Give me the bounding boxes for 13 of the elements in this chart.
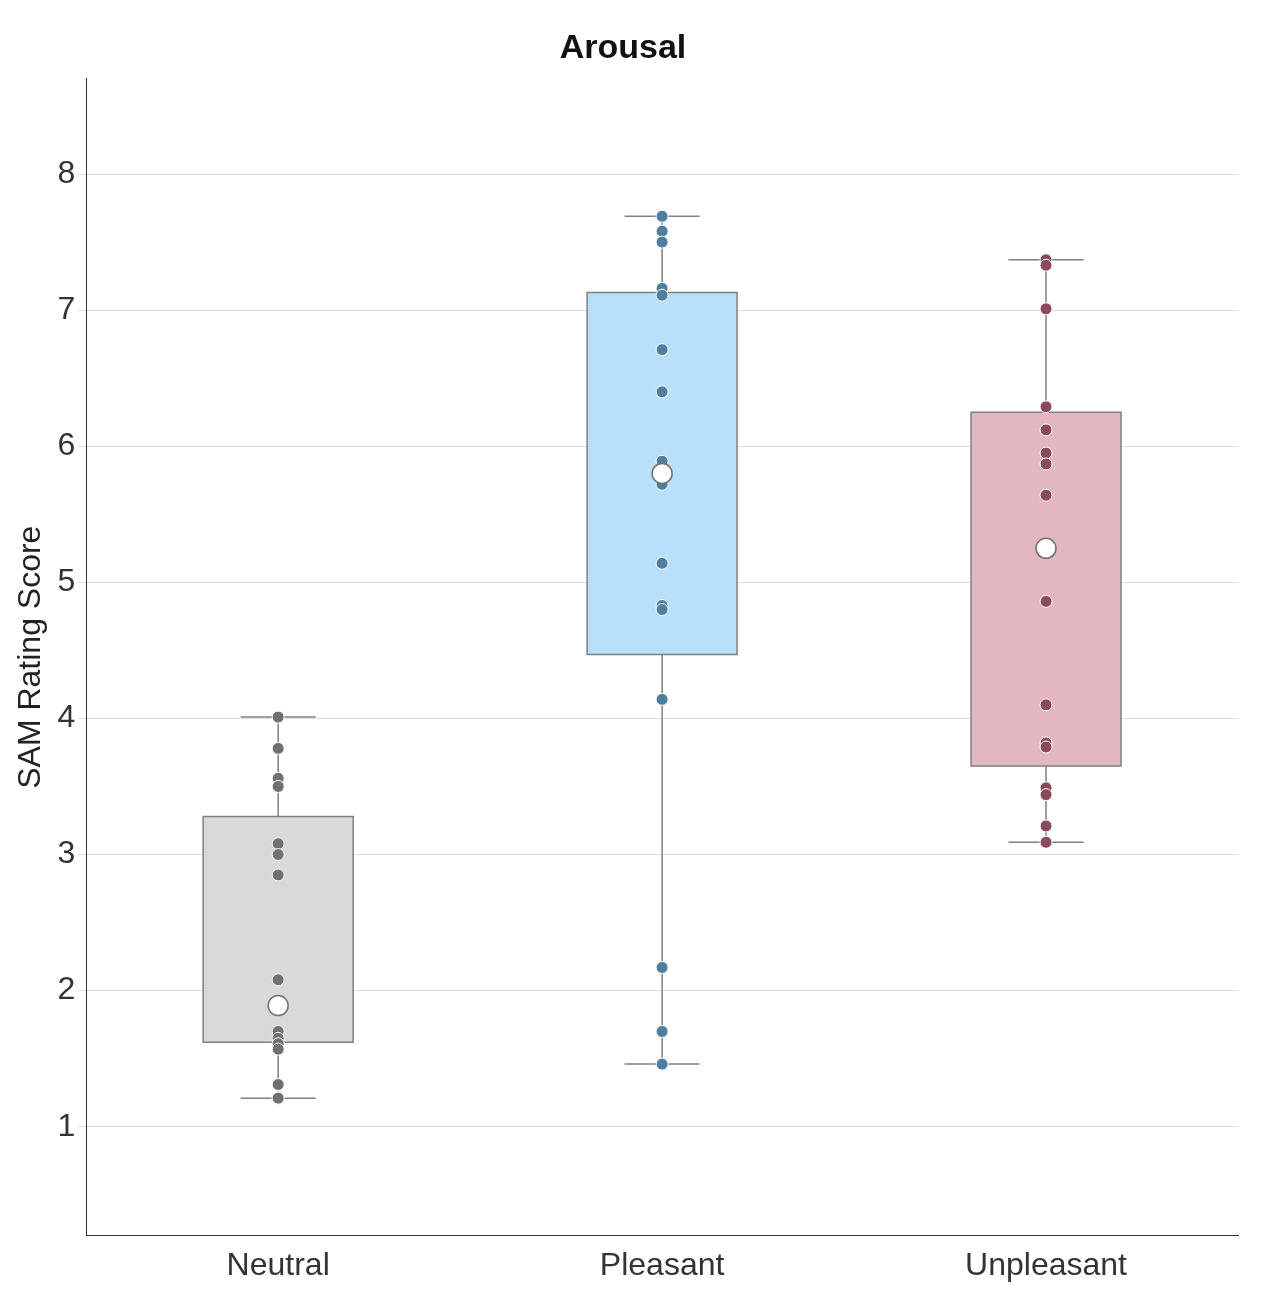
y-tick-label: 6 (57, 426, 76, 463)
y-tick-label: 4 (57, 698, 76, 735)
y-tick-label: 8 (57, 153, 76, 190)
y-tick-label: 5 (57, 562, 76, 599)
y-tick-label: 2 (57, 970, 76, 1007)
y-tick-label: 3 (57, 834, 76, 871)
x-tick-label: Unpleasant (965, 1245, 1128, 1282)
chart-title: Arousal (559, 26, 687, 65)
y-tick-label: 1 (57, 1106, 76, 1143)
x-tick-label: Neutral (226, 1245, 330, 1282)
x-tick-label: Pleasant (599, 1245, 725, 1282)
y-tick-label: 7 (57, 289, 76, 326)
y-axis-title: SAM Rating Score (11, 525, 48, 789)
